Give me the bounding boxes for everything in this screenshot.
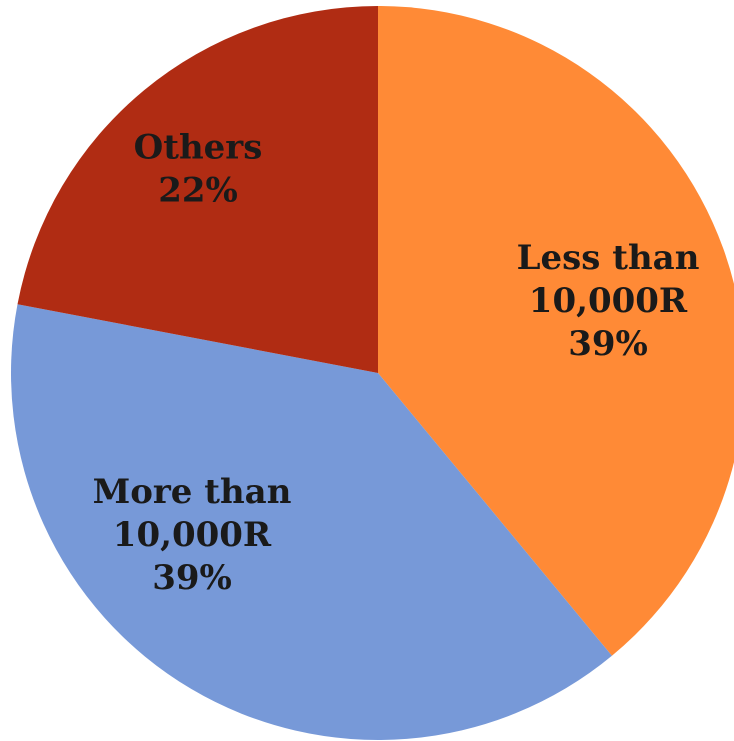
slice-label-line: 39% [568,324,648,364]
pie-slice [10,304,612,741]
slice-label: More than 10,000R 39% [93,472,292,598]
pie-slice [17,6,378,373]
slice-label-line: 10,000R [113,515,272,555]
slice-label-line: 22% [158,171,238,211]
slice-label-line: Less than [517,238,700,278]
slice-label: Others 22% [134,128,263,211]
slice-label-line: 39% [152,558,232,598]
slice-label: Less than 10,000R 39% [517,238,700,364]
slice-label-line: 10,000R [529,281,688,321]
slice-label-line: More than [93,472,292,512]
pie-slice [378,6,734,656]
slice-label-line: Others [134,128,263,168]
